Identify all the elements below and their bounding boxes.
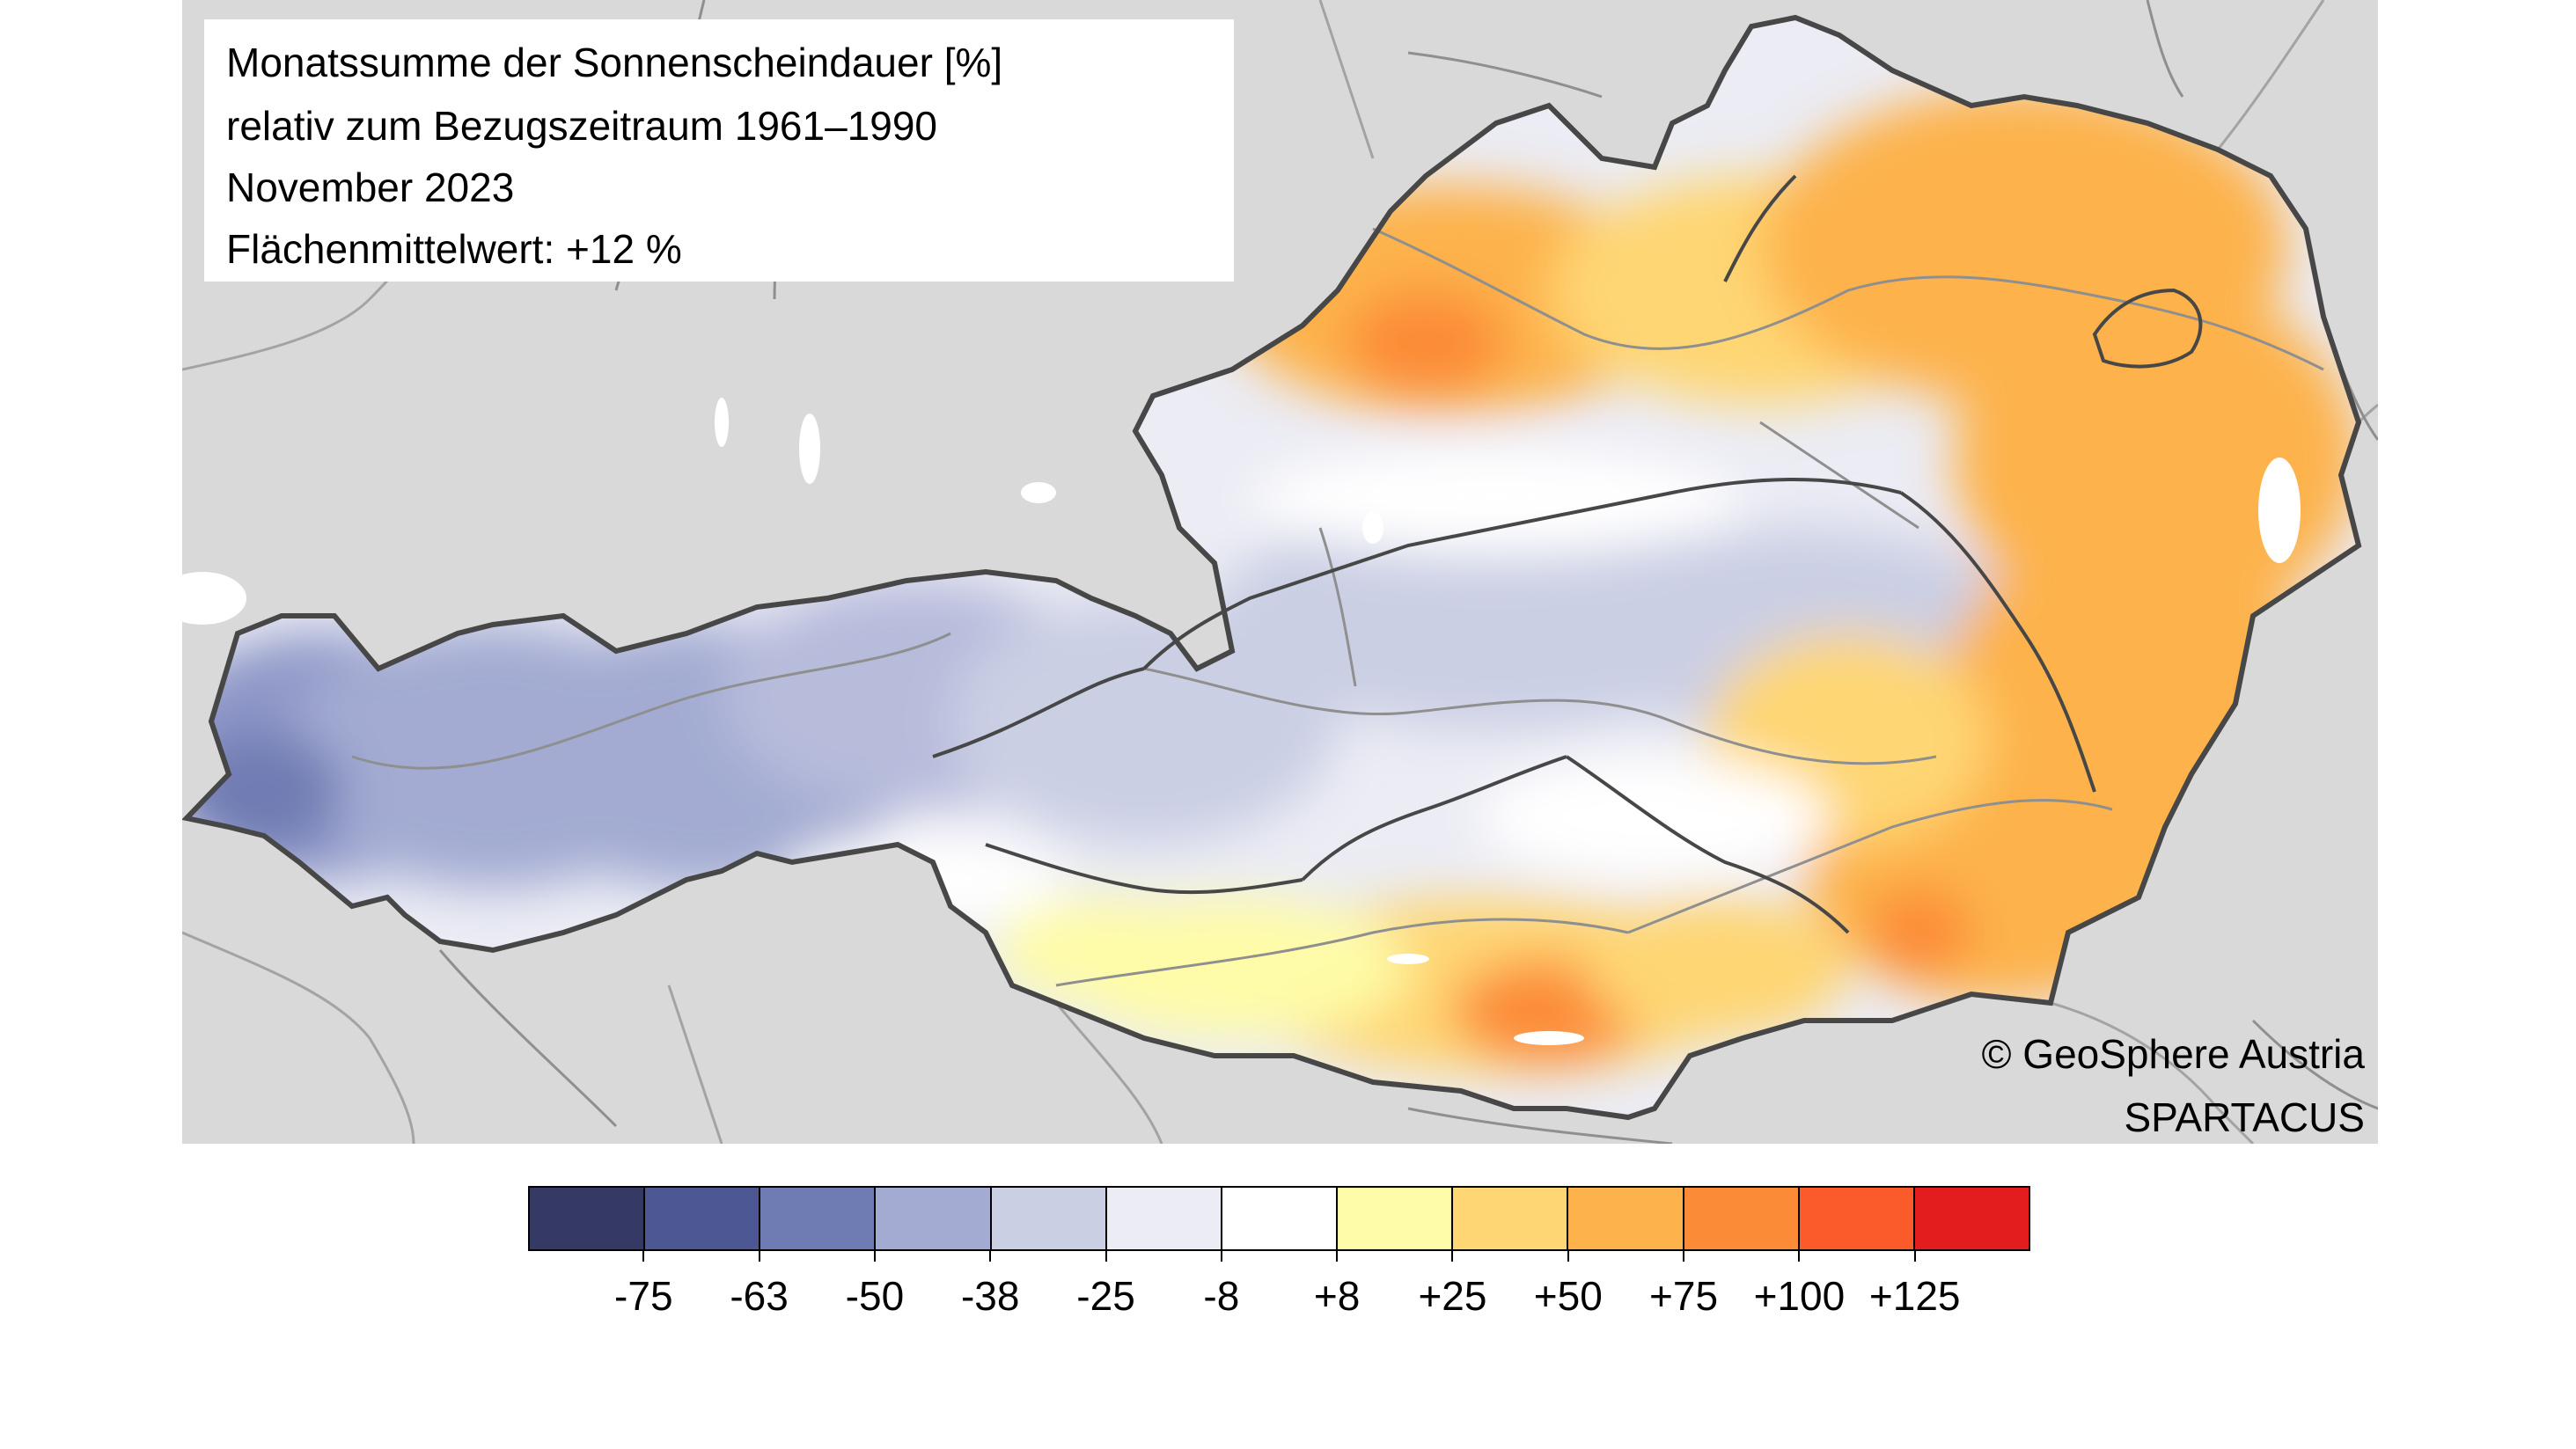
legend-swatch (991, 1188, 1107, 1249)
legend-tick (758, 1251, 760, 1262)
legend-label: -8 (1203, 1273, 1240, 1319)
legend-tick (1798, 1251, 1801, 1262)
legend-tick (1336, 1251, 1339, 1262)
legend-label: -75 (614, 1273, 673, 1319)
legend-label: -63 (730, 1273, 789, 1319)
legend-swatch (1338, 1188, 1454, 1249)
legend-swatch (1914, 1188, 2029, 1249)
neighbour-borders (182, 0, 2378, 1144)
reference-period: relativ zum Bezugszeitraum 1961–1990 (226, 103, 938, 149)
legend-tick (642, 1251, 645, 1262)
legend-tick (989, 1251, 992, 1262)
legend-swatch (1453, 1188, 1569, 1249)
legend-swatch (1106, 1188, 1222, 1249)
legend-tick (873, 1251, 876, 1262)
legend-label: +25 (1418, 1273, 1487, 1319)
austria-rivers (351, 227, 2324, 987)
legend-label: -25 (1076, 1273, 1135, 1319)
title-box: Monatssumme der Sonnenscheindauer [%] re… (204, 19, 1234, 282)
area-mean-value: Flächenmittelwert: +12 % (226, 226, 682, 272)
austria-lakes (1362, 457, 2301, 1045)
legend-swatch (1684, 1188, 1800, 1249)
state-borders (932, 174, 2203, 934)
legend-swatch (530, 1188, 646, 1249)
neighbour-lakes (182, 398, 1056, 625)
legend-label: +8 (1313, 1273, 1361, 1319)
legend-swatch (876, 1188, 992, 1249)
legend-swatch (1222, 1188, 1339, 1249)
legend-tick (1220, 1251, 1222, 1262)
copyright-credit: © GeoSphere Austria (1981, 1031, 2365, 1077)
period-label: November 2023 (226, 165, 515, 210)
legend-tick (1567, 1251, 1569, 1262)
austria-border (182, 14, 2362, 1121)
dataset-credit: SPARTACUS (2124, 1094, 2365, 1140)
legend-label: +125 (1868, 1273, 1961, 1319)
legend-ticks (528, 1251, 2030, 1269)
legend-label: +75 (1649, 1273, 1719, 1319)
legend-label: +50 (1533, 1273, 1603, 1319)
color-legend (528, 1186, 2030, 1251)
legend-tick (1105, 1251, 1107, 1262)
legend-swatch (1568, 1188, 1684, 1249)
legend-label: -50 (845, 1273, 905, 1319)
legend-label: +100 (1753, 1273, 1846, 1319)
legend-tick (1913, 1251, 1916, 1262)
legend-swatch (645, 1188, 761, 1249)
legend-label: -38 (960, 1273, 1020, 1319)
legend-swatch (1799, 1188, 1915, 1249)
legend-tick (1683, 1251, 1685, 1262)
legend-swatch (760, 1188, 877, 1249)
map-title: Monatssumme der Sonnenscheindauer [%] (226, 40, 1003, 85)
legend-tick (1451, 1251, 1454, 1262)
